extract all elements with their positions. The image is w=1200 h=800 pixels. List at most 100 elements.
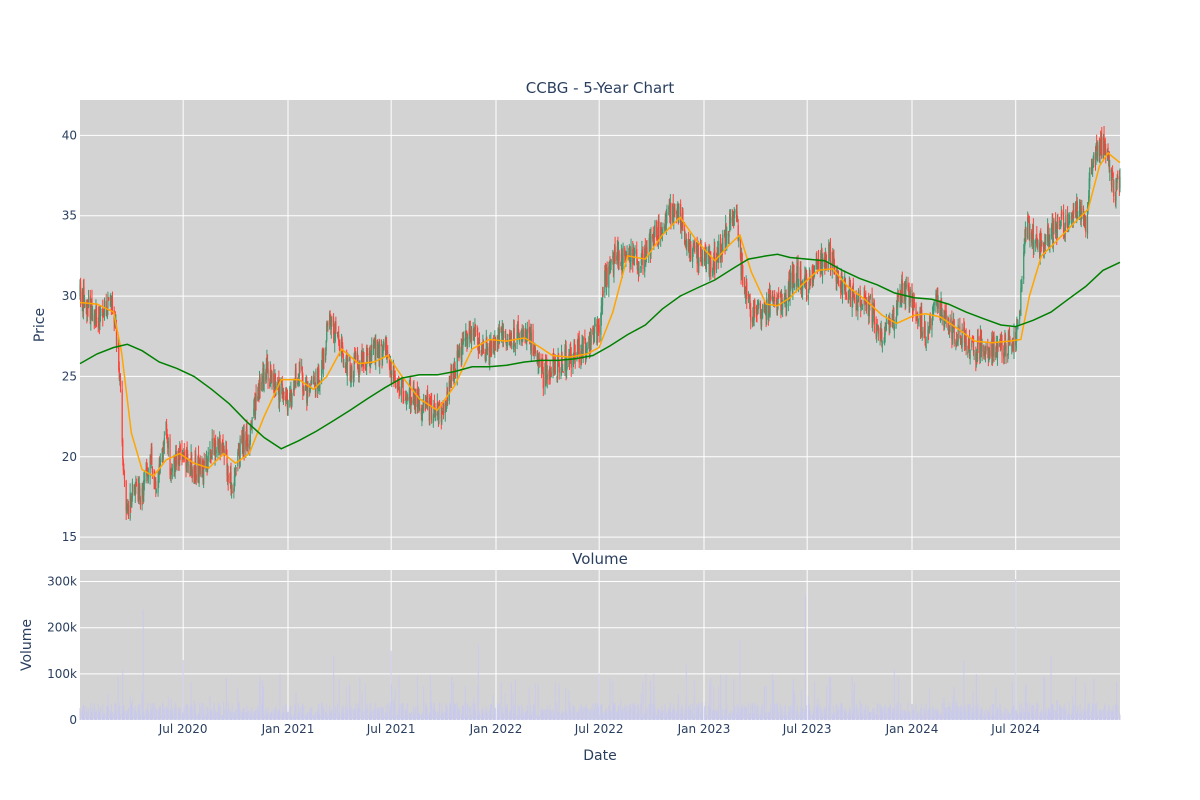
volume-bar — [346, 714, 348, 720]
volume-bar — [1015, 710, 1017, 720]
volume-bar — [378, 710, 380, 720]
candle-body — [191, 469, 193, 478]
volume-bar — [267, 707, 269, 720]
candle-body — [382, 345, 384, 354]
candle-body — [674, 208, 676, 214]
volume-bar — [334, 705, 336, 720]
candle-body — [793, 273, 795, 288]
candle-body — [205, 454, 207, 471]
candle-body — [466, 336, 469, 345]
volume-bar — [584, 706, 586, 720]
volume-bar — [765, 716, 767, 720]
volume-bar — [333, 713, 335, 720]
candle-body — [341, 338, 343, 350]
candle-body — [851, 296, 853, 308]
volume-bar — [207, 711, 209, 720]
candle-body — [682, 211, 684, 228]
candle-body — [1088, 195, 1090, 208]
candle-body — [278, 380, 280, 401]
volume-bar — [745, 706, 747, 720]
candle-body — [99, 309, 102, 316]
volume-bar — [973, 702, 975, 720]
volume-bar — [250, 714, 252, 720]
volume-bar — [426, 707, 428, 720]
candle-body — [876, 324, 878, 337]
volume-bar — [301, 704, 303, 720]
volume-bar — [273, 713, 275, 720]
volume-bar — [500, 682, 502, 720]
volume-bar — [345, 705, 347, 720]
candle-body — [420, 407, 422, 415]
volume-bar — [953, 686, 955, 720]
candle-body — [873, 303, 875, 324]
volume-bar — [859, 700, 861, 720]
candle-body — [829, 245, 832, 270]
volume-bar — [813, 706, 815, 720]
volume-bar — [94, 713, 96, 720]
volume-bar — [257, 710, 259, 720]
volume-bar — [720, 674, 722, 720]
volume-bar — [693, 680, 695, 720]
volume-bar — [596, 703, 598, 720]
volume-bar — [1057, 713, 1059, 720]
candle-body — [301, 366, 303, 376]
volume-bar — [652, 712, 654, 720]
candle-body — [931, 318, 933, 331]
candle-body — [98, 306, 100, 326]
candle-body — [736, 211, 738, 219]
candle-body — [718, 241, 720, 259]
volume-bar — [237, 711, 239, 720]
volume-bar — [570, 712, 572, 720]
volume-bar — [686, 708, 688, 720]
candle-body — [186, 447, 188, 457]
volume-bar — [660, 713, 662, 720]
volume-bar — [1009, 713, 1011, 720]
candle-body — [764, 310, 766, 312]
volume-bar — [1105, 712, 1107, 720]
volume-bar — [335, 708, 337, 720]
candle-body — [257, 396, 259, 401]
volume-bar — [439, 702, 441, 720]
volume-bar — [1068, 714, 1070, 720]
volume-bar — [456, 702, 458, 720]
candle-body — [500, 328, 502, 333]
volume-bar — [1052, 703, 1054, 720]
volume-bar — [450, 705, 452, 720]
volume-bar — [658, 709, 660, 720]
volume-bar — [629, 707, 631, 720]
candle-body — [889, 322, 891, 324]
volume-bar — [593, 710, 595, 720]
volume-bar — [1075, 712, 1077, 720]
candle-body — [1021, 281, 1023, 289]
candle-body — [686, 241, 688, 248]
candle-body — [294, 380, 296, 387]
volume-bar — [482, 713, 484, 720]
candle-body — [127, 504, 130, 516]
candle-body — [815, 260, 817, 270]
volume-bar — [557, 712, 559, 720]
volume-bar — [612, 681, 614, 720]
volume-bar — [669, 702, 671, 720]
volume-bar — [843, 711, 845, 720]
volume-bar — [657, 709, 659, 720]
volume-bar — [1109, 706, 1111, 720]
candle-body — [155, 490, 157, 492]
volume-bar — [681, 706, 683, 720]
candle-body — [1019, 310, 1021, 320]
volume-bar — [1087, 709, 1089, 720]
candle-body — [729, 212, 731, 222]
candle-body — [261, 381, 263, 391]
candle-body — [710, 260, 712, 273]
volume-bar — [282, 710, 284, 720]
candle-body — [939, 301, 941, 316]
volume-bar — [731, 712, 733, 720]
volume-bar — [987, 711, 989, 720]
candle-body — [97, 321, 99, 323]
candle-body — [413, 395, 416, 403]
candle-body — [628, 251, 630, 256]
volume-bar — [677, 704, 679, 720]
candle-body — [209, 450, 212, 458]
volume-bar — [459, 709, 461, 720]
candle-body — [1032, 224, 1034, 250]
candle-body — [381, 346, 383, 360]
